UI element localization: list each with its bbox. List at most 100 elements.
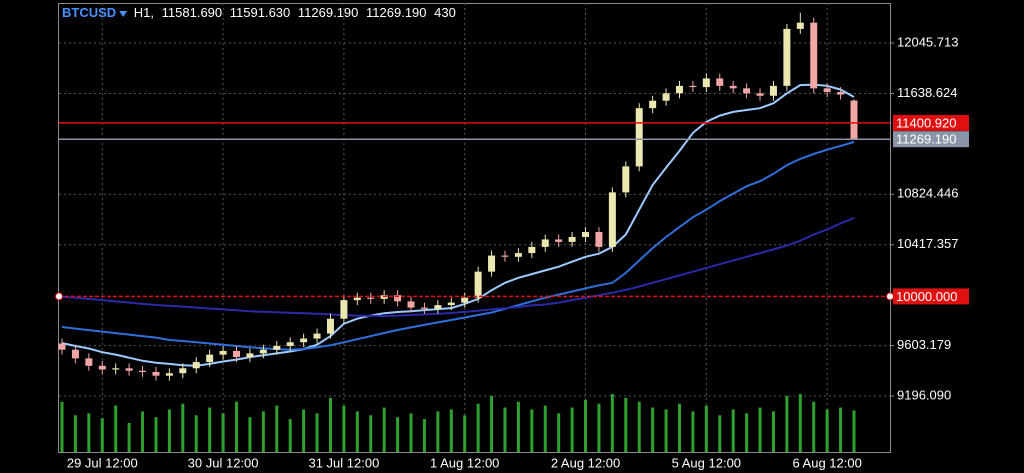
candle-body — [622, 166, 630, 193]
candle-body — [394, 295, 402, 302]
candle-body — [823, 88, 831, 93]
y-tick-label: 10417.357 — [897, 236, 958, 251]
candle-body — [783, 28, 791, 86]
volume-bar — [490, 395, 494, 452]
candle-body — [246, 353, 254, 358]
candle-body — [649, 100, 657, 109]
volume-bar — [436, 411, 440, 452]
volume-bar — [154, 417, 158, 452]
volume-bar — [691, 411, 695, 452]
volume-bar — [114, 405, 118, 452]
volume-bar — [221, 413, 225, 452]
volume-bar — [235, 401, 239, 452]
x-tick-label: 6 Aug 12:00 — [792, 455, 861, 470]
volume-bar — [664, 409, 668, 452]
volume-bar — [369, 415, 373, 452]
volume-bar — [409, 413, 413, 452]
volume-bar — [248, 417, 252, 452]
volume-bar — [275, 405, 279, 452]
candle-body — [179, 368, 187, 374]
candle-body — [407, 301, 415, 308]
candle-body — [300, 338, 308, 343]
candle-body — [165, 373, 173, 376]
candle-body — [729, 85, 737, 89]
header: BTCUSD H1, 11581.690 11591.630 11269.190… — [62, 5, 456, 20]
y-tick-label: 12045.713 — [897, 34, 958, 49]
x-tick-label: 5 Aug 12:00 — [672, 455, 741, 470]
candle-body — [488, 255, 496, 272]
candle-body — [340, 300, 348, 319]
volume-bar — [704, 405, 708, 452]
candle-body — [326, 318, 334, 334]
candle-body — [608, 192, 616, 247]
volume-bar — [449, 409, 453, 452]
symbol: BTCUSD — [62, 5, 116, 20]
volume-bar — [651, 407, 655, 452]
price-label: 11400.920 — [896, 115, 957, 130]
candle-body — [192, 362, 200, 369]
volume-bar — [463, 415, 467, 452]
y-tick-label: 11638.624 — [897, 85, 958, 100]
candle-body — [796, 22, 804, 29]
candle-body — [259, 349, 267, 354]
candle-body — [662, 93, 670, 101]
volume-bar — [584, 399, 588, 452]
candle-body — [582, 232, 590, 237]
candle-body — [837, 92, 845, 95]
candle-body — [112, 368, 120, 370]
volume-bar — [597, 403, 601, 452]
volume-bar — [798, 394, 802, 452]
candle-body — [756, 93, 764, 96]
x-tick-label: 1 Aug 12:00 — [430, 455, 499, 470]
candle-body — [635, 108, 643, 167]
candle-body — [514, 253, 522, 257]
volume-bar — [141, 411, 145, 452]
volume-bar — [396, 417, 400, 452]
low: 11269.190 — [298, 5, 359, 20]
volume-bar — [422, 419, 426, 452]
candle-body — [139, 370, 147, 372]
y-tick-label: 10824.446 — [897, 186, 958, 201]
x-tick-label: 2 Aug 12:00 — [551, 455, 620, 470]
candle-body — [595, 232, 603, 247]
x-tick-label: 29 Jul 12:00 — [67, 455, 138, 470]
timeframe: H1, — [134, 5, 154, 20]
candle-body — [313, 333, 321, 339]
volume-bar — [73, 415, 77, 452]
candle-body — [420, 307, 428, 309]
volume-bar — [516, 401, 520, 452]
price-lines: 11400.920 10000.000 11269.190 — [55, 114, 969, 305]
volume-bar — [731, 409, 735, 452]
volume-bar — [570, 407, 574, 452]
volume-bar — [208, 407, 212, 452]
volume-bar — [825, 409, 829, 452]
moving-average — [61, 141, 855, 351]
volume-bar — [60, 401, 64, 452]
volume-bar — [127, 423, 131, 452]
volume-bar — [758, 407, 762, 452]
volume: 430 — [434, 5, 456, 20]
candle-body — [675, 85, 683, 94]
volume-bar — [543, 405, 547, 452]
candle-body — [434, 305, 442, 309]
volume-bar — [785, 395, 789, 452]
candle-body — [716, 78, 724, 86]
candle-body — [850, 100, 858, 140]
candle-body — [743, 88, 751, 94]
volume-bar — [530, 409, 534, 452]
candle-body — [461, 297, 469, 303]
candle-body — [367, 297, 375, 299]
grid — [59, 3, 894, 452]
candle-body — [474, 271, 482, 298]
volume-bar — [194, 415, 198, 452]
volume-bar — [288, 419, 292, 452]
volume-bar — [476, 403, 480, 452]
y-tick-label: 9603.179 — [897, 337, 951, 352]
symbol-dropdown[interactable] — [119, 11, 128, 17]
x-tick-label: 31 Jul 12:00 — [308, 455, 379, 470]
price-label-box — [893, 131, 969, 148]
moving-average — [61, 217, 855, 318]
